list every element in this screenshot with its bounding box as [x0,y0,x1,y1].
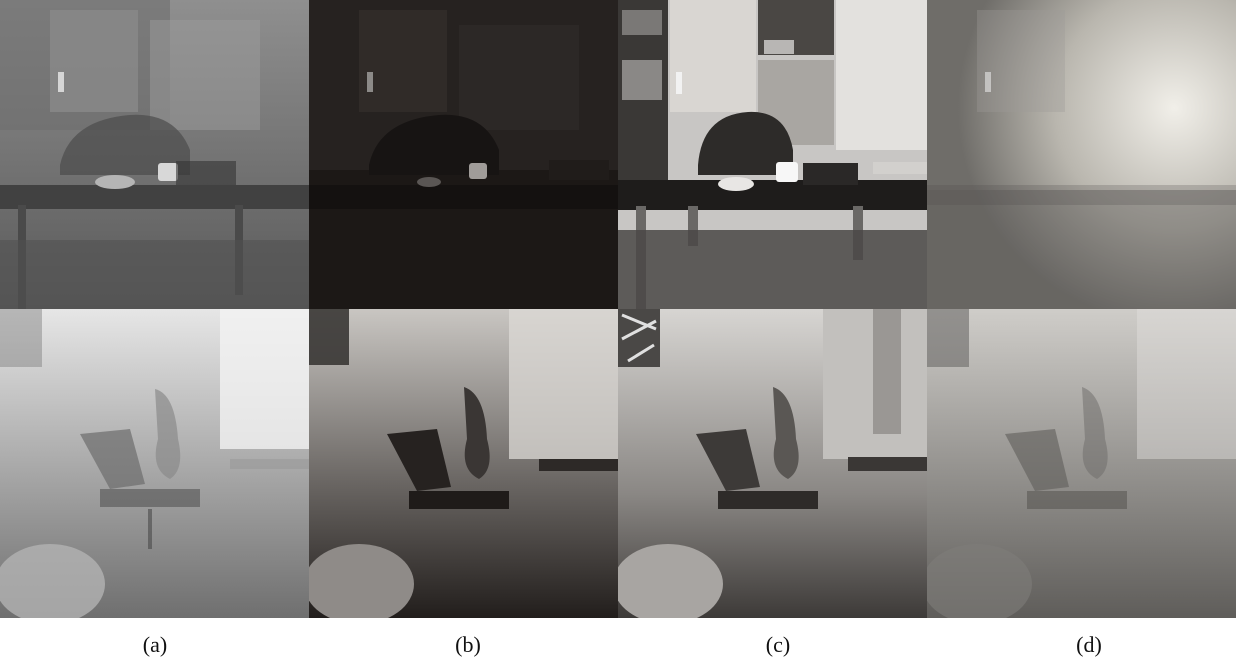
bedroom-panel-b [309,309,618,618]
office-panel-b [309,0,618,309]
office-panel-c [618,0,927,309]
bedroom-panel-c [618,309,927,618]
caption-b: (b) [455,632,481,657]
office-panel-a [0,0,309,309]
bedroom-panel-a [0,309,309,618]
caption-c: (c) [765,632,791,657]
image-comparison-grid [0,0,1236,618]
caption-d: (d) [1076,632,1102,657]
office-panel-d [927,0,1236,309]
caption-a: (a) [142,632,168,657]
bedroom-panel-d [927,309,1236,618]
